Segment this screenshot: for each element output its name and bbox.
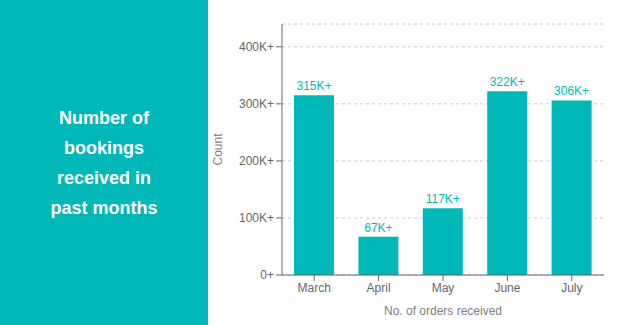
svg-text:200K+: 200K+ xyxy=(239,154,274,168)
svg-text:Count: Count xyxy=(211,133,225,166)
svg-text:March: March xyxy=(298,281,331,295)
svg-text:300K+: 300K+ xyxy=(239,97,274,111)
html-text:past months: past months xyxy=(50,197,158,218)
svg-text:June: June xyxy=(494,281,520,295)
svg-text:May: May xyxy=(432,281,455,295)
html-text:received in: received in xyxy=(57,167,151,188)
svg-text:0+: 0+ xyxy=(260,268,274,282)
svg-text:April: April xyxy=(367,281,391,295)
svg-text:100K+: 100K+ xyxy=(239,211,274,225)
svg-text:67K+: 67K+ xyxy=(364,221,392,235)
svg-text:July: July xyxy=(561,281,582,295)
svg-text:No. of orders received: No. of orders received xyxy=(384,304,502,318)
html-text:bookings: bookings xyxy=(64,137,144,158)
svg-text:306K+: 306K+ xyxy=(554,84,589,98)
svg-text:322K+: 322K+ xyxy=(490,75,525,89)
svg-text:315K+: 315K+ xyxy=(296,79,331,93)
html-text:Number of: Number of xyxy=(59,107,149,128)
svg-text:117K+: 117K+ xyxy=(426,192,460,206)
svg-text:400K+: 400K+ xyxy=(239,40,274,54)
